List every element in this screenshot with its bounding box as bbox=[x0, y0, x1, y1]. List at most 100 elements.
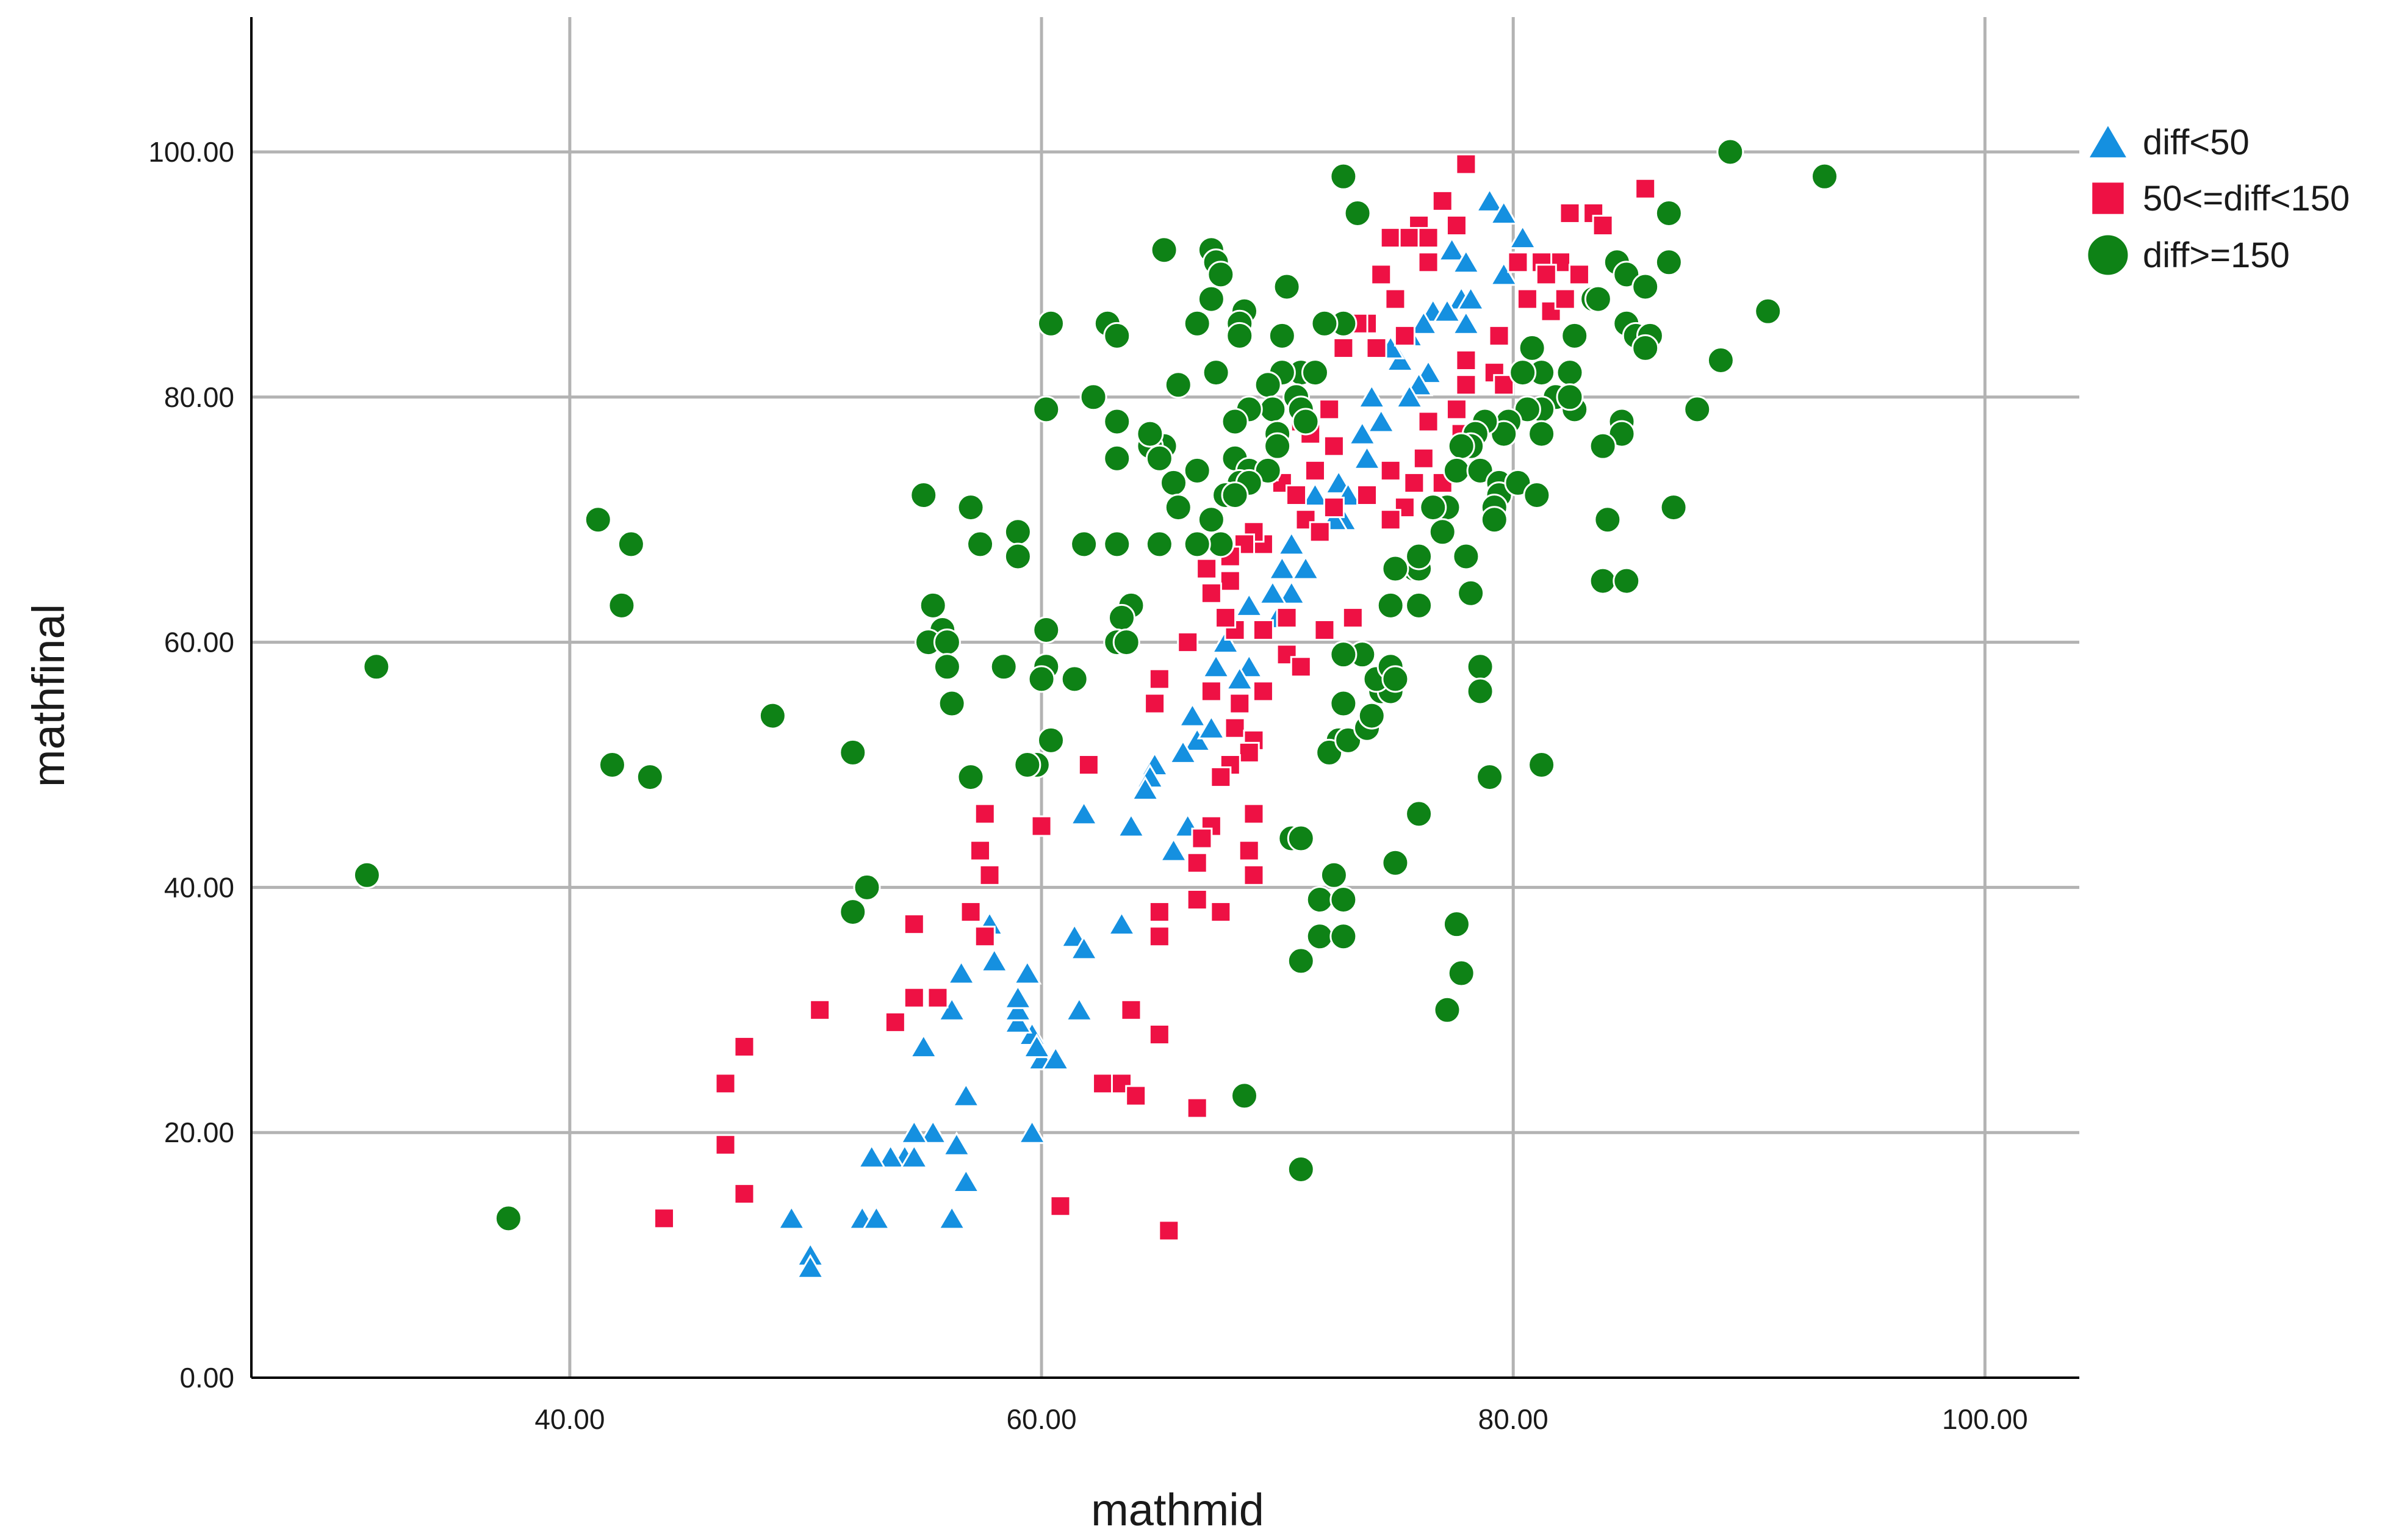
data-point-square bbox=[1186, 1097, 1208, 1119]
data-point-circle bbox=[1202, 359, 1230, 387]
data-point-square bbox=[1559, 202, 1581, 224]
data-point-circle bbox=[933, 628, 961, 657]
data-point-square bbox=[969, 840, 991, 862]
data-point-triangle bbox=[857, 1143, 887, 1168]
data-point-circle bbox=[584, 506, 612, 534]
legend-label: diff>=150 bbox=[2143, 236, 2290, 275]
data-point-square bbox=[1243, 864, 1265, 886]
data-point-square bbox=[974, 803, 996, 825]
data-point-triangle bbox=[1225, 665, 1254, 691]
data-point-circle bbox=[1442, 910, 1470, 938]
data-point-triangle bbox=[1300, 481, 1330, 507]
data-point-circle bbox=[1556, 383, 1584, 411]
data-point-triangle bbox=[876, 1143, 905, 1168]
data-point-square bbox=[1030, 815, 1052, 837]
data-point-square bbox=[1125, 1085, 1147, 1107]
data-point-square bbox=[1323, 435, 1345, 457]
data-point-triangle bbox=[1196, 714, 1226, 739]
data-point-circle bbox=[1329, 162, 1358, 190]
data-point-circle bbox=[608, 591, 636, 619]
data-point-square bbox=[1210, 766, 1232, 788]
data-point-circle bbox=[1306, 885, 1334, 913]
data-point-triangle bbox=[861, 1204, 891, 1230]
data-point-circle bbox=[1589, 432, 1617, 460]
data-point-circle bbox=[1452, 542, 1480, 570]
data-point-triangle bbox=[1003, 1009, 1032, 1034]
legend-marker-circle bbox=[2086, 233, 2130, 277]
data-point-circle bbox=[1259, 395, 1287, 423]
data-point-square bbox=[927, 987, 949, 1009]
data-point-square bbox=[1077, 754, 1099, 775]
data-point-circle bbox=[1027, 665, 1056, 693]
data-point-circle bbox=[1004, 518, 1032, 546]
data-point-square bbox=[1144, 693, 1166, 714]
data-point-triangle bbox=[1267, 555, 1297, 580]
data-point-square bbox=[1333, 337, 1354, 359]
data-point-circle bbox=[1655, 199, 1683, 227]
data-point-square bbox=[1314, 619, 1336, 641]
data-point-triangle bbox=[1451, 310, 1481, 335]
data-point-circle bbox=[839, 738, 867, 766]
data-point-square bbox=[1635, 178, 1656, 200]
data-point-circle bbox=[933, 653, 961, 681]
data-point-triangle bbox=[1070, 935, 1099, 960]
data-point-square bbox=[1370, 264, 1392, 286]
legend-marker-triangle bbox=[2086, 122, 2130, 159]
data-point-triangle bbox=[1386, 347, 1415, 372]
data-point-square bbox=[1177, 631, 1199, 653]
data-point-square bbox=[1356, 484, 1378, 506]
data-point-circle bbox=[1476, 763, 1504, 791]
data-point-circle bbox=[1287, 824, 1315, 852]
data-point-circle bbox=[1480, 506, 1508, 534]
data-point-square bbox=[714, 1134, 736, 1156]
data-point-square bbox=[1215, 606, 1237, 628]
data-point-circle bbox=[1160, 469, 1188, 497]
tick-labels: 40.00 60.00 80.00 100.00 0.00 20.00 40.00 60.00… bbox=[148, 136, 2027, 1435]
data-point-triangle bbox=[899, 1119, 929, 1144]
x-tick-label: 100.00 bbox=[1942, 1403, 2028, 1435]
data-point-square bbox=[1540, 300, 1562, 322]
data-point-circle bbox=[362, 653, 390, 681]
data-point-triangle bbox=[1234, 592, 1264, 617]
data-point-circle bbox=[1264, 432, 1292, 460]
data-point-circle bbox=[1381, 849, 1409, 877]
data-point-triangle bbox=[1117, 812, 1146, 838]
y-tick-label: 40.00 bbox=[164, 871, 234, 903]
data-point-square bbox=[1507, 251, 1529, 273]
data-point-circle bbox=[1292, 408, 1320, 436]
data-point-circle bbox=[1221, 408, 1249, 436]
data-point-circle bbox=[1226, 322, 1254, 350]
data-point-circle bbox=[1329, 885, 1358, 913]
data-point-circle bbox=[853, 873, 881, 901]
data-point-circle bbox=[1518, 334, 1546, 362]
data-point-triangle bbox=[1475, 187, 1505, 212]
data-point-square bbox=[1252, 680, 1274, 702]
data-point-square bbox=[903, 913, 925, 935]
data-point-square bbox=[1365, 337, 1387, 359]
data-point-circle bbox=[1311, 309, 1339, 337]
data-point-triangle bbox=[1437, 236, 1467, 262]
data-point-square bbox=[1229, 693, 1251, 714]
data-point-square bbox=[1148, 926, 1170, 948]
data-point-circle bbox=[1221, 481, 1249, 509]
data-point-square bbox=[1488, 325, 1510, 347]
data-point-square bbox=[733, 1183, 755, 1205]
data-point-triangle bbox=[1159, 837, 1189, 862]
data-point-square bbox=[1309, 521, 1331, 543]
data-point-square bbox=[1455, 350, 1477, 372]
data-point-circle bbox=[1231, 1082, 1259, 1110]
data-point-square bbox=[1238, 840, 1260, 862]
data-point-circle bbox=[1268, 322, 1296, 350]
data-point-circle bbox=[1466, 677, 1494, 705]
data-point-square bbox=[1158, 1220, 1180, 1242]
x-axis-title: mathmid bbox=[1091, 1484, 1264, 1535]
data-point-circle bbox=[1329, 923, 1358, 951]
data-point-circle bbox=[1433, 996, 1461, 1024]
legend-label: 50<=diff<150 bbox=[2143, 179, 2350, 218]
data-point-triangle bbox=[1489, 261, 1519, 286]
data-point-circle bbox=[1442, 456, 1470, 484]
data-point-circle bbox=[1103, 444, 1131, 472]
data-point-square bbox=[1318, 398, 1340, 420]
data-point-circle bbox=[1528, 750, 1556, 779]
data-point-circle bbox=[353, 861, 381, 889]
